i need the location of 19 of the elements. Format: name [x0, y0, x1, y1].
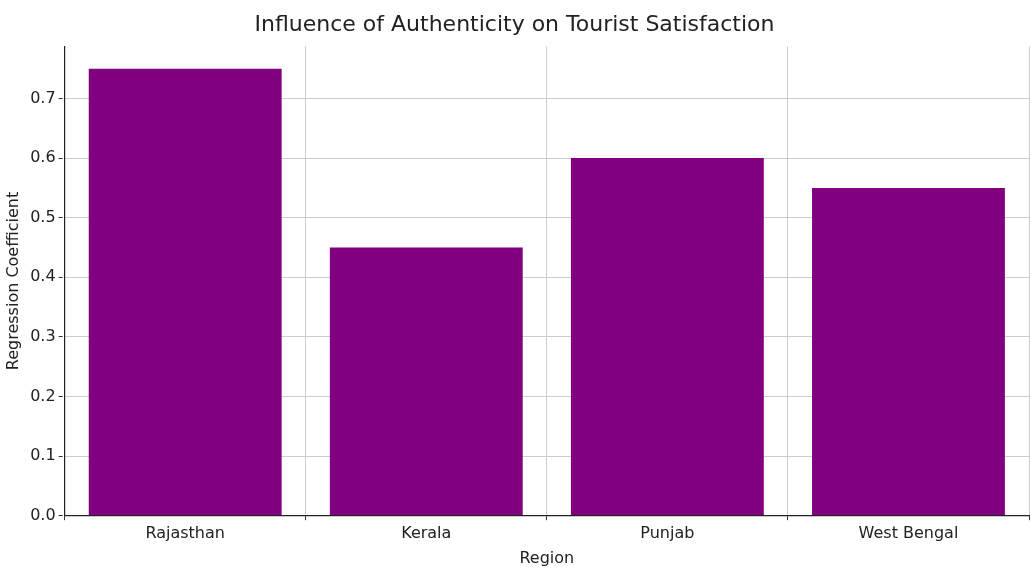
y-tick-label: 0.4 — [30, 266, 56, 286]
x-tick-label: West Bengal — [858, 523, 959, 543]
x-tick-label: Rajasthan — [145, 523, 225, 543]
x-tick-label: Kerala — [401, 523, 452, 543]
y-tick-label: 0.7 — [30, 87, 56, 107]
y-tick-label: 0.5 — [30, 206, 56, 226]
y-axis-title: Regression Coefficient — [2, 191, 22, 371]
bar — [812, 187, 1005, 516]
y-tick-label: 0.1 — [30, 445, 56, 465]
bar — [329, 247, 523, 516]
y-tick-label: 0.6 — [30, 147, 56, 167]
x-tick-label: Punjab — [640, 523, 695, 543]
bar — [570, 158, 764, 516]
chart-title: Influence of Authenticity on Tourist Satisfaction — [254, 10, 775, 36]
y-tick-label: 0.3 — [30, 326, 56, 346]
y-tick-label: 0.0 — [30, 504, 56, 524]
y-tick-label: 0.2 — [30, 385, 56, 405]
x-axis-title: Region — [519, 547, 575, 567]
bar — [88, 68, 282, 516]
